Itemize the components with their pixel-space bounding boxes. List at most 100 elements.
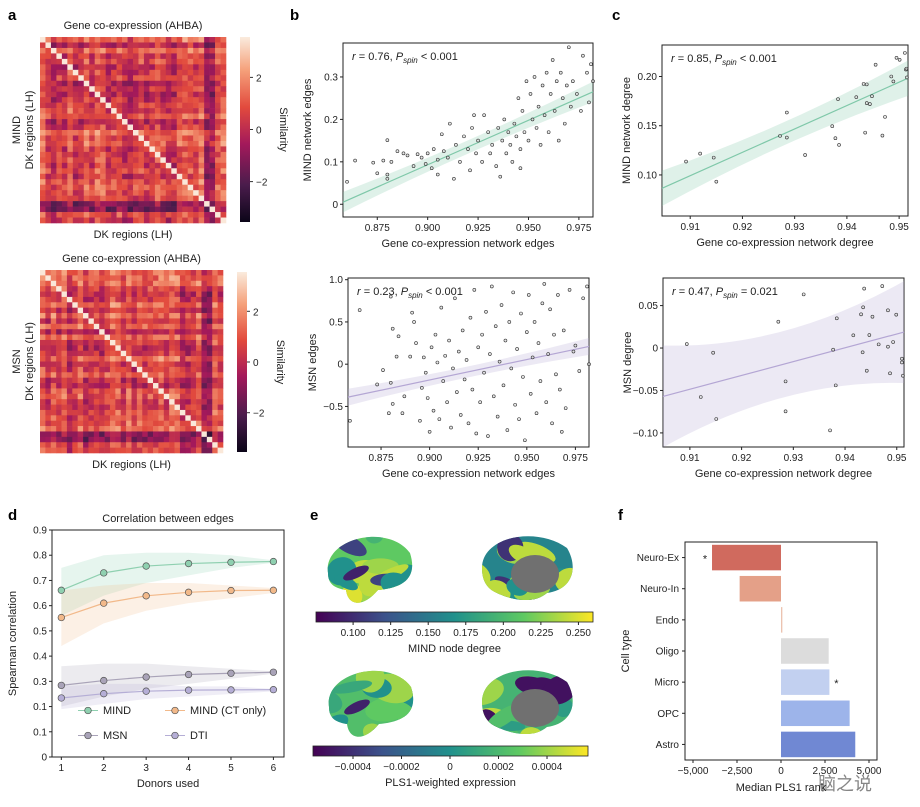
- heatmap-cell: [165, 162, 172, 169]
- heatmap-cell: [126, 339, 132, 346]
- heatmap-cell: [176, 86, 183, 93]
- heatmap-cell: [147, 302, 154, 308]
- heatmap-cell: [217, 323, 224, 330]
- x-axis-label: Median PLS1 rank: [736, 782, 827, 794]
- heatmap-cell: [149, 102, 156, 109]
- heatmap-cell: [61, 436, 68, 443]
- heatmap-cell: [142, 334, 148, 341]
- data-point: [591, 79, 595, 83]
- heatmap-cell: [40, 291, 46, 298]
- heatmap-cell: [154, 157, 161, 164]
- y-tick-label: 0.20: [638, 72, 658, 83]
- heatmap-xlabel: DK regions (LH): [94, 229, 173, 241]
- heatmap-cell: [182, 179, 189, 186]
- heatmap-cell: [158, 447, 165, 454]
- heatmap-cell: [209, 75, 216, 82]
- heatmap-cell: [72, 431, 78, 438]
- axes-frame-c_top: [661, 44, 909, 217]
- heatmap-cell: [217, 286, 224, 292]
- data-point: [480, 332, 484, 337]
- heatmap-cell: [94, 135, 101, 142]
- heatmap-cell: [193, 80, 199, 87]
- heatmap-cell: [105, 58, 112, 65]
- data-point: [269, 668, 278, 676]
- heatmap-cell: [196, 393, 202, 400]
- heatmap-cell: [105, 195, 112, 202]
- heatmap-cell: [193, 195, 199, 202]
- heatmap-cell: [115, 377, 122, 384]
- heatmap-cell: [206, 388, 213, 395]
- heatmap-cell: [83, 135, 90, 142]
- heatmap-cell: [56, 217, 63, 224]
- heatmap-cell: [138, 91, 145, 98]
- cortical-region: [334, 574, 358, 591]
- heatmap-cell: [45, 58, 52, 65]
- heatmap-cell: [61, 302, 68, 308]
- heatmap-cell: [133, 69, 139, 76]
- data-point: [100, 569, 108, 577]
- heatmap-cell: [93, 302, 100, 308]
- heatmap-cell: [136, 296, 143, 303]
- data-point: [100, 599, 108, 607]
- heatmap-cell: [174, 313, 181, 319]
- heatmap-cell: [120, 436, 127, 443]
- heatmap-cell: [198, 162, 205, 169]
- heatmap-cell: [182, 157, 189, 164]
- data-point: [410, 310, 414, 315]
- data-point: [897, 57, 902, 62]
- data-point: [415, 152, 420, 156]
- heatmap-cell: [193, 86, 199, 93]
- annotation-r-symbol: r: [672, 286, 677, 298]
- heatmap-cell: [93, 383, 100, 389]
- heatmap-cell: [88, 291, 95, 298]
- heatmap-cell: [61, 431, 68, 438]
- heatmap-cell: [116, 80, 123, 87]
- data-point: [538, 379, 543, 383]
- heatmap-cell: [109, 296, 116, 303]
- heatmap-cell: [111, 86, 117, 93]
- heatmap-cell: [201, 393, 208, 400]
- heatmap-ylabel: DK regions (LH): [24, 91, 36, 170]
- heatmap-cell: [193, 184, 199, 191]
- data-point: [711, 350, 715, 355]
- heatmap-cell: [215, 135, 221, 142]
- y-tick-label: Micro: [655, 678, 680, 689]
- data-point: [538, 143, 543, 147]
- heatmap-cell: [165, 108, 172, 114]
- data-point: [528, 92, 533, 96]
- heatmap-cell: [127, 184, 134, 191]
- heatmap-cell: [40, 356, 46, 362]
- heatmap-cell: [94, 146, 101, 153]
- heatmap-cell: [174, 415, 181, 422]
- heatmap-cell: [136, 291, 143, 298]
- data-point: [558, 387, 562, 392]
- data-point: [474, 151, 478, 156]
- heatmap-cell: [138, 173, 145, 180]
- heatmap-cell: [111, 146, 117, 153]
- heatmap-cell: [153, 296, 159, 303]
- heatmap-cell: [40, 58, 46, 65]
- heatmap-cell: [109, 388, 116, 395]
- heatmap-cell: [201, 318, 208, 325]
- heatmap-cell: [56, 58, 63, 65]
- heatmap-cell: [50, 140, 57, 147]
- heatmap-cell: [94, 195, 101, 202]
- line-MSN: [61, 671, 274, 686]
- heatmap-cell: [111, 80, 117, 87]
- heatmap-cell: [176, 64, 183, 71]
- heatmap-cell: [72, 420, 78, 427]
- heatmap-cell: [56, 47, 63, 54]
- heatmap-cell: [72, 275, 78, 282]
- heatmap-cell: [154, 119, 161, 125]
- heatmap-cell: [160, 179, 167, 186]
- heatmap-cell: [187, 179, 194, 186]
- heatmap-cell: [120, 404, 127, 411]
- heatmap-cell: [45, 162, 52, 169]
- heatmap-cell: [133, 58, 139, 65]
- heatmap-cell: [201, 339, 208, 346]
- heatmap-cell: [72, 334, 78, 341]
- data-point: [420, 386, 424, 390]
- heatmap-cell: [163, 275, 170, 282]
- heatmap-cell: [61, 47, 68, 54]
- heatmap-cell: [142, 409, 148, 416]
